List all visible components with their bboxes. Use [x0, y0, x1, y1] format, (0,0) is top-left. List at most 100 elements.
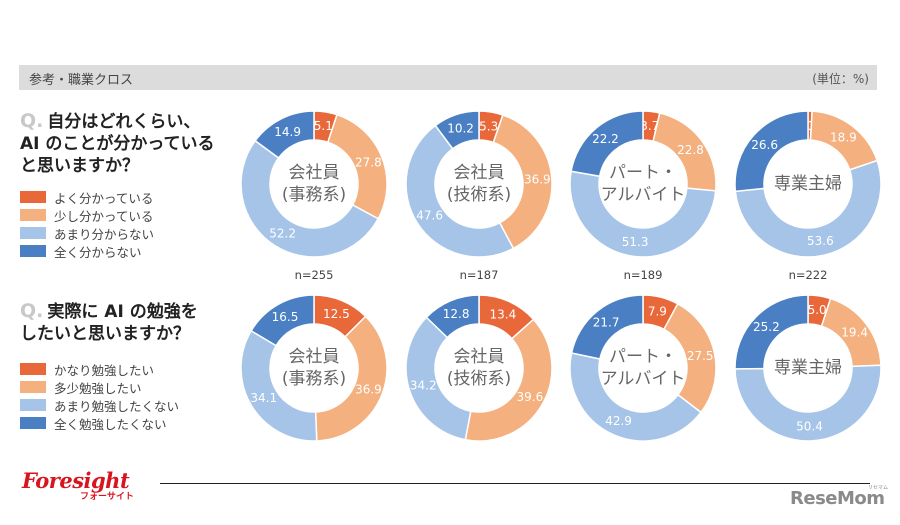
logo-sub: フォーサイト — [80, 492, 134, 502]
question-2-line-2: したいと思いますか？ — [20, 324, 190, 344]
donut-q1-parttime: 3.7 22.8 51.3 22.2 パート・ アルバイト — [563, 104, 723, 264]
donut-segment — [240, 139, 380, 258]
swatch-not-at-all — [20, 245, 46, 257]
donut-segment — [734, 110, 809, 193]
legend-label: よく分かっている — [54, 190, 154, 206]
legend-item: よく分かっている — [20, 188, 154, 206]
segment-value-label: 34.1 — [250, 391, 277, 405]
segment-value-label: 22.2 — [592, 132, 619, 146]
segment-value-label: 53.6 — [807, 234, 834, 248]
segment-value-label: 27.5 — [687, 349, 714, 363]
swatch-somewhat — [20, 209, 46, 221]
segment-value-label: 51.3 — [622, 235, 649, 249]
donut-segment — [425, 294, 480, 339]
question-2: Q. 実際に AI の勉強を したいと思いますか？ — [20, 300, 240, 345]
legend-label: あまり勉強したくない — [54, 398, 180, 414]
legend-item: 少し分かっている — [20, 206, 154, 224]
question-1-line-1: 自分はどれくらい、 — [47, 112, 201, 132]
legend-1: よく分かっている 少し分かっている あまり分からない 全く分からない — [20, 188, 154, 260]
segment-value-label: 21.7 — [593, 316, 620, 330]
donut-segment — [254, 110, 315, 159]
swatch-very — [20, 191, 46, 203]
swatch-somewhat — [20, 381, 46, 393]
logo-main: Foresight — [22, 468, 130, 493]
donut-segment — [405, 124, 515, 258]
section-title: 参考・職業クロス — [29, 73, 134, 88]
segment-value-label: 16.5 — [272, 310, 299, 324]
segment-value-label: 25.2 — [753, 320, 780, 334]
donut-q2-office: 12.5 36.9 34.1 16.5 会社員 (事務系) — [234, 288, 394, 448]
segment-value-label: 12.5 — [323, 307, 350, 321]
legend-2: かなり勉強したい 多少勉強したい あまり勉強したくない 全く勉強したくない — [20, 360, 179, 432]
segment-value-label: 34.2 — [410, 379, 437, 393]
legend-item: 多少勉強したい — [20, 378, 179, 396]
segment-value-label: 7.9 — [648, 304, 667, 318]
legend-item: あまり分からない — [20, 224, 154, 242]
legend-label: 全く勉強したくない — [54, 416, 167, 432]
donut-q1-office: 5.1 27.8 52.2 14.9 会社員 (事務系) — [234, 104, 394, 264]
swatch-not-much — [20, 227, 46, 239]
legend-item: 全く分からない — [20, 242, 154, 260]
legend-item: かなり勉強したい — [20, 360, 179, 378]
q-mark: Q. — [20, 110, 44, 132]
footer-divider — [160, 483, 870, 484]
segment-value-label: 18.9 — [830, 130, 857, 144]
swatch-very — [20, 363, 46, 375]
segment-value-label: 47.6 — [416, 208, 443, 222]
segment-value-label: 14.9 — [274, 125, 301, 139]
question-1-line-2: AI のことが分かっている — [20, 134, 215, 154]
donut-segment — [250, 294, 315, 347]
segment-value-label: 13.4 — [490, 308, 517, 322]
segment-value-label: 10.2 — [447, 121, 474, 135]
donut-segment — [734, 294, 809, 370]
donut-segment — [570, 294, 644, 360]
segment-value-label: 3.7 — [640, 119, 659, 133]
q-mark: Q. — [20, 300, 44, 322]
section-header: 参考・職業クロス (単位：%) — [19, 65, 877, 90]
segment-value-label: 12.8 — [443, 307, 470, 321]
donut-q2-parttime: 7.9 27.5 42.9 21.7 パート・ アルバイト — [563, 288, 723, 448]
donut-segment — [734, 364, 882, 442]
foresight-logo: Foresight フォーサイト — [22, 468, 134, 502]
segment-value-label: 50.4 — [796, 419, 823, 433]
donut-segment — [734, 159, 882, 258]
segment-value-label: 36.9 — [355, 382, 382, 396]
segment-value-label: 5.0 — [808, 303, 827, 317]
swatch-not-at-all — [20, 417, 46, 429]
n-label-parttime: n=189 — [623, 268, 663, 282]
resemom-logo: ReseMom — [790, 488, 885, 509]
donut-segment — [492, 114, 553, 250]
legend-label: かなり勉強したい — [54, 362, 155, 378]
unit-label: (単位：%) — [812, 72, 869, 86]
n-label-technical: n=187 — [459, 268, 499, 282]
segment-value-label: 5.1 — [314, 119, 333, 133]
segment-value-label: 27.8 — [355, 155, 382, 169]
donut-q1-technical: 5.3 36.9 47.6 10.2 会社員 (技術系) — [399, 104, 559, 264]
n-label-housewife: n=222 — [788, 268, 828, 282]
legend-label: 少し分かっている — [54, 208, 154, 224]
question-2-line-1: 実際に AI の勉強を — [47, 302, 198, 322]
donut-segment — [569, 170, 717, 258]
segment-value-label: 22.8 — [677, 143, 704, 157]
swatch-not-much — [20, 399, 46, 411]
legend-label: 多少勉強したい — [54, 380, 142, 396]
donut-segment — [569, 352, 703, 442]
segment-value-label: 42.9 — [605, 414, 632, 428]
donut-segment — [464, 318, 553, 442]
donut-q2-housewife: 5.0 19.4 50.4 25.2 専業主婦 — [728, 288, 888, 448]
segment-value-label: 52.2 — [269, 226, 296, 240]
resemom-sup: リセマム — [868, 485, 889, 491]
legend-item: あまり勉強したくない — [20, 396, 179, 414]
donut-segment — [240, 329, 318, 442]
donut-segment — [314, 315, 388, 442]
question-1: Q. 自分はどれくらい、 AI のことが分かっている と思いますか？ — [20, 110, 240, 177]
segment-value-label: 26.6 — [751, 138, 778, 152]
segment-value-label: 5.3 — [479, 119, 498, 133]
legend-label: あまり分からない — [54, 226, 155, 242]
donut-segment — [570, 110, 644, 178]
segment-value-label: 36.9 — [524, 172, 551, 186]
donut-q2-technical: 13.4 39.6 34.2 12.8 会社員 (技術系) — [399, 288, 559, 448]
legend-item: 全く勉強したくない — [20, 414, 179, 432]
question-1-line-3: と思いますか？ — [20, 156, 139, 176]
